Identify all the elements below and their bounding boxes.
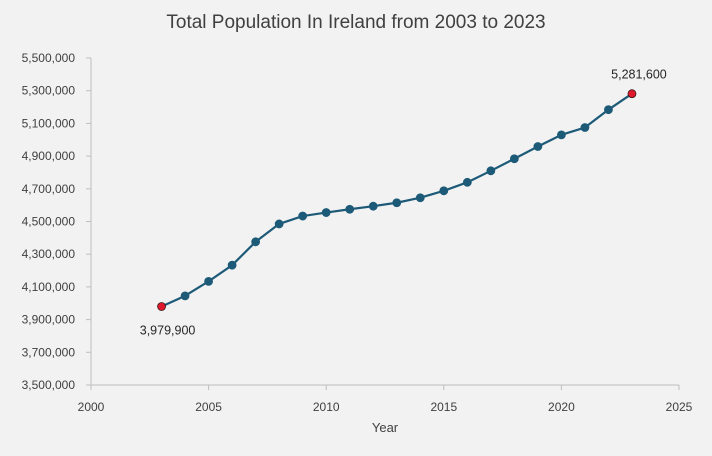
highlighted-data-point <box>627 89 637 99</box>
data-point <box>509 154 519 164</box>
y-tick-label: 4,700,000 <box>22 182 76 196</box>
data-point <box>392 198 402 208</box>
y-tick-label: 3,500,000 <box>22 378 76 392</box>
data-point <box>274 219 284 229</box>
x-tick-label: 2005 <box>195 400 222 414</box>
y-tick-label: 5,100,000 <box>22 116 76 130</box>
x-tick-label: 2000 <box>78 400 105 414</box>
data-point <box>557 130 566 140</box>
y-tick-label: 5,300,000 <box>22 84 76 98</box>
data-point <box>580 123 590 132</box>
x-tick-label: 2025 <box>666 400 693 414</box>
y-tick-label: 5,500,000 <box>22 51 76 65</box>
data-point <box>321 208 331 217</box>
data-label: 3,979,900 <box>140 324 196 338</box>
data-label: 5,281,600 <box>611 68 667 82</box>
y-tick-label: 3,700,000 <box>22 345 76 359</box>
y-tick-label: 3,900,000 <box>22 313 76 327</box>
data-point <box>439 186 449 196</box>
data-point <box>533 142 543 151</box>
data-point <box>345 204 355 214</box>
y-tick-label: 4,900,000 <box>22 149 76 163</box>
x-tick-label: 2020 <box>548 400 575 414</box>
highlighted-data-point <box>157 302 166 311</box>
data-point <box>251 237 261 247</box>
data-point <box>415 193 425 203</box>
x-axis-title: Year <box>372 420 399 435</box>
chart-title: Total Population In Ireland from 2003 to… <box>166 12 546 33</box>
x-tick-label: 2010 <box>313 400 340 414</box>
data-point <box>462 177 472 187</box>
data-point <box>368 201 378 211</box>
data-point <box>227 260 237 270</box>
data-point <box>204 276 214 286</box>
data-point <box>298 211 308 221</box>
y-tick-label: 4,100,000 <box>22 280 76 294</box>
x-tick-label: 2015 <box>430 400 457 414</box>
data-point <box>486 166 496 176</box>
data-point <box>180 291 190 301</box>
data-point <box>604 105 613 115</box>
y-tick-label: 4,300,000 <box>22 247 76 261</box>
y-tick-label: 4,500,000 <box>22 215 76 229</box>
